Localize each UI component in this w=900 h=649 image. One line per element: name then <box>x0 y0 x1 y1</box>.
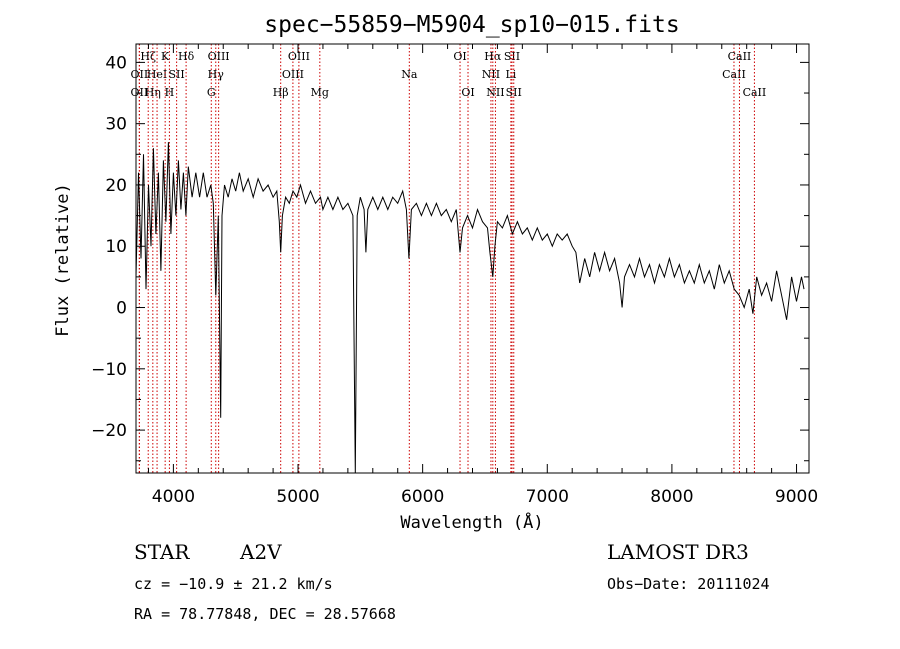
line-marker-label-0: OII <box>131 86 149 99</box>
x-tick-label-5: 9000 <box>775 487 818 507</box>
x-tick-label-2: 6000 <box>401 487 444 507</box>
ra-dec: RA = 78.77848, DEC = 28.57668 <box>134 605 396 623</box>
line-marker-label-14: OIII <box>288 50 310 63</box>
y-tick-label-4: 20 <box>105 176 127 196</box>
line-marker-label-22: Li <box>505 68 516 81</box>
x-tick-label-1: 5000 <box>276 487 319 507</box>
x-axis: 4000 5000 6000 7000 8000 9000 <box>147 44 818 507</box>
line-marker-label-26: CaII <box>728 50 752 63</box>
line-marker-label-2: Hζ <box>140 50 156 63</box>
line-marker-label-21: NII <box>486 86 504 99</box>
survey-name: LAMOST DR3 <box>607 540 749 564</box>
line-marker-label-20: Hα <box>484 50 502 63</box>
y-axis-label: Flux (relative) <box>53 183 73 337</box>
object-subclass: A2V <box>239 540 282 564</box>
flux-series <box>135 142 805 474</box>
line-marker-label-11: OIII <box>208 50 230 63</box>
line-marker-label-6: H <box>165 86 175 99</box>
line-marker-label-18: OI <box>461 86 474 99</box>
line-marker-label-15: Mg <box>311 86 329 99</box>
line-marker-label-25: CaII <box>722 68 746 81</box>
line-marker-label-17: OI <box>453 50 466 63</box>
line-marker-label-7: SII <box>169 68 185 81</box>
plot-frame <box>135 43 810 474</box>
line-marker-label-23: SII <box>504 50 520 63</box>
flux-line-0 <box>135 142 805 474</box>
y-tick-label-3: 10 <box>105 237 127 257</box>
line-marker-label-8: Hδ <box>178 50 195 63</box>
line-marker-label-5: K <box>161 50 170 63</box>
object-class: STAR <box>134 540 190 564</box>
line-marker-label-10: Hγ <box>208 68 225 81</box>
line-marker-label-19: NII <box>482 68 500 81</box>
chart-title: spec−55859−M5904_sp10−015.fits <box>264 12 679 38</box>
y-axis: −20 −10 0 10 20 30 40 <box>91 53 809 462</box>
y-tick-label-1: −10 <box>91 360 127 380</box>
redshift-cz: cz = −10.9 ± 21.2 km/s <box>134 575 333 593</box>
line-marker-label-24: SII <box>506 86 522 99</box>
x-tick-label-3: 7000 <box>526 487 569 507</box>
line-marker-label-9: G <box>207 86 216 99</box>
line-marker-label-16: Na <box>401 68 418 81</box>
line-marker-label-12: Hβ <box>273 86 289 99</box>
x-tick-label-0: 4000 <box>152 487 195 507</box>
line-marker-label-1: OII <box>131 68 149 81</box>
y-tick-label-5: 30 <box>105 115 127 135</box>
line-marker-label-27: CaII <box>743 86 767 99</box>
line-marker-label-3: Hη <box>145 86 161 99</box>
obs-date: Obs−Date: 20111024 <box>607 575 770 593</box>
y-tick-label-0: −20 <box>91 421 127 441</box>
x-axis-label: Wavelength (Å) <box>400 511 543 533</box>
line-marker-label-4: HeI <box>147 68 167 81</box>
x-tick-label-4: 8000 <box>650 487 693 507</box>
y-tick-label-6: 40 <box>105 53 127 73</box>
line-markers: OII OII Hζ Hη HeI K H SII Hδ G Hγ OIII Hβ OIII OIII Mg N… <box>131 44 767 473</box>
line-marker-label-13: OIII <box>282 68 304 81</box>
y-tick-label-2: 0 <box>116 299 127 319</box>
